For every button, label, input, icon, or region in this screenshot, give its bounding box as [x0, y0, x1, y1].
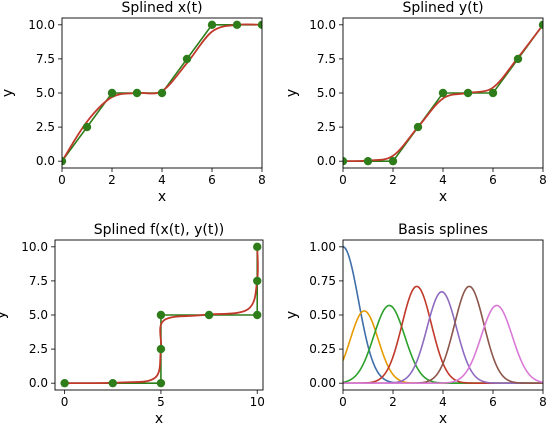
y-tick-label: 0.25 [309, 342, 336, 356]
control-point-marker [232, 20, 242, 30]
y-tick-label: 5.0 [29, 308, 48, 322]
y-tick-label: 0.0 [317, 154, 336, 168]
basis-spline-3 [343, 304, 543, 384]
basis-spline-7 [343, 304, 543, 384]
control-point-marker [513, 54, 523, 64]
chart-title: Splined x(t) [121, 0, 202, 16]
x-tick-label: 6 [489, 395, 497, 409]
y-tick-label: 5.0 [317, 86, 336, 100]
y-tick-label: 10.0 [21, 240, 48, 254]
x-tick-label: 8 [258, 173, 266, 187]
x-tick-label: 2 [389, 395, 397, 409]
chart-title: Basis splines [398, 222, 488, 238]
y-tick-label: 7.5 [29, 274, 48, 288]
x-tick-label: 5 [157, 395, 165, 409]
y-tick-label: 2.5 [36, 120, 55, 134]
control-point-marker [156, 344, 166, 354]
x-tick-label: 4 [439, 395, 447, 409]
panel-1: Splined x(t) 0 2 4 6 8 0.0 2.5 5.0 7.5 10.0 x y [0, 0, 266, 205]
spline-curve [64, 246, 259, 385]
chart-title: Splined f(x(t), y(t)) [94, 222, 225, 238]
control-point-marker [62, 156, 67, 166]
control-point-marker [438, 88, 448, 98]
x-tick-label: 2 [108, 173, 116, 187]
y-axis-label: y [284, 311, 300, 319]
x-tick-label: 6 [208, 173, 216, 187]
basis-spline-2 [343, 310, 543, 384]
y-axis-label: y [284, 89, 300, 97]
y-tick-label: 0.0 [36, 154, 55, 168]
control-point-marker [107, 88, 117, 98]
y-tick-label: 2.5 [317, 120, 336, 134]
control-point-marker [156, 378, 166, 388]
control-point-marker [82, 122, 92, 132]
axes-frame [54, 239, 264, 391]
plot-area [343, 246, 543, 384]
x-tick-label: 2 [389, 173, 397, 187]
control-point-marker [182, 54, 192, 64]
control-point-marker [253, 276, 262, 286]
control-point-marker [60, 378, 69, 388]
x-axis-label: x [155, 411, 163, 427]
x-tick-label: 0 [339, 173, 347, 187]
x-axis-label: x [439, 411, 447, 427]
y-tick-label: 10.0 [309, 18, 336, 32]
y-axis-label: y [0, 89, 16, 97]
chart-title: Splined y(t) [402, 0, 483, 16]
x-tick-label: 0 [61, 395, 69, 409]
x-tick-label: 6 [489, 173, 497, 187]
panel-3: Splined f(x(t), y(t)) 0 5 10 0.0 2.5 5.0 7.5 10.… [0, 222, 265, 427]
y-tick-label: 5.0 [36, 86, 55, 100]
plot-area [62, 20, 262, 166]
y-axis-label: y [0, 311, 9, 319]
control-point-marker [253, 242, 262, 252]
x-tick-label: 0 [339, 395, 347, 409]
y-tick-label: 0.00 [309, 376, 336, 390]
control-point-marker [253, 310, 262, 320]
axes-frame [342, 239, 544, 391]
control-point-marker [204, 310, 214, 320]
spline-curve [343, 24, 543, 163]
control-point-marker [157, 88, 167, 98]
control-point-marker [538, 20, 543, 30]
panel-2: Splined y(t) 0 2 4 6 8 0.0 2.5 5.0 7.5 10.0 x y [284, 0, 547, 205]
control-point-marker [257, 20, 262, 30]
x-axis-label: x [439, 189, 447, 205]
control-point-marker [343, 156, 348, 166]
y-tick-label: 7.5 [36, 52, 55, 66]
y-tick-label: 10.0 [28, 18, 55, 32]
y-tick-label: 2.5 [29, 342, 48, 356]
panel-4: Basis splines 0 2 4 6 8 0.00 0.25 0.50 0.75 1.00 x y [284, 222, 547, 427]
control-point-marker [363, 156, 373, 166]
plot-area [60, 242, 262, 388]
x-tick-label: 0 [58, 173, 66, 187]
x-axis-label: x [158, 189, 166, 205]
y-tick-label: 0.0 [29, 376, 48, 390]
x-tick-label: 8 [539, 173, 547, 187]
control-point-marker [413, 122, 423, 132]
plot-area [343, 20, 543, 166]
axes-frame [61, 17, 263, 169]
x-tick-label: 10 [250, 395, 265, 409]
control-point-marker [207, 20, 217, 30]
control-point-marker [488, 88, 498, 98]
y-tick-label: 7.5 [317, 52, 336, 66]
axes-frame [342, 17, 544, 169]
y-tick-label: 0.75 [309, 274, 336, 288]
x-tick-label: 4 [439, 173, 447, 187]
control-point-marker [132, 88, 142, 98]
basis-spline-6 [343, 285, 543, 384]
x-tick-label: 4 [158, 173, 166, 187]
basis-spline-4 [343, 285, 543, 384]
y-tick-label: 1.00 [309, 240, 336, 254]
control-point-marker [108, 378, 117, 388]
y-tick-label: 0.50 [309, 308, 336, 322]
x-tick-label: 8 [539, 395, 547, 409]
control-point-marker [156, 310, 166, 320]
control-point-marker [463, 88, 473, 98]
control-point-marker [388, 156, 398, 166]
